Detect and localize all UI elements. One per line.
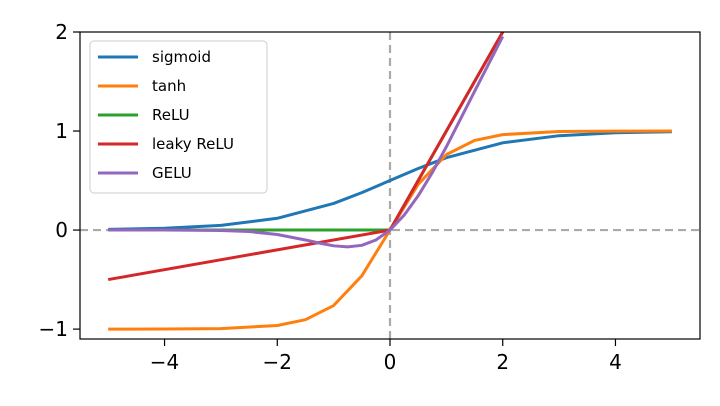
y-tick-label: 2 (55, 20, 68, 44)
legend-label: ReLU (152, 106, 190, 124)
legend-label: leaky ReLU (152, 135, 234, 153)
x-tick-label: 4 (609, 350, 622, 374)
y-tick-label: 0 (55, 218, 68, 242)
legend-label: GELU (152, 164, 192, 182)
x-tick-label: −2 (263, 350, 292, 374)
x-tick-label: 0 (384, 350, 397, 374)
x-tick-label: 2 (496, 350, 509, 374)
legend-label: tanh (152, 77, 186, 95)
series-line-sigmoid (108, 130, 672, 231)
series-line-gelu (108, 35, 505, 249)
y-tick-label: −1 (39, 317, 68, 341)
legend-label: sigmoid (152, 48, 211, 66)
legend-box (89, 40, 268, 194)
y-tick-label: 1 (55, 119, 68, 143)
x-tick-label: −4 (150, 350, 179, 374)
